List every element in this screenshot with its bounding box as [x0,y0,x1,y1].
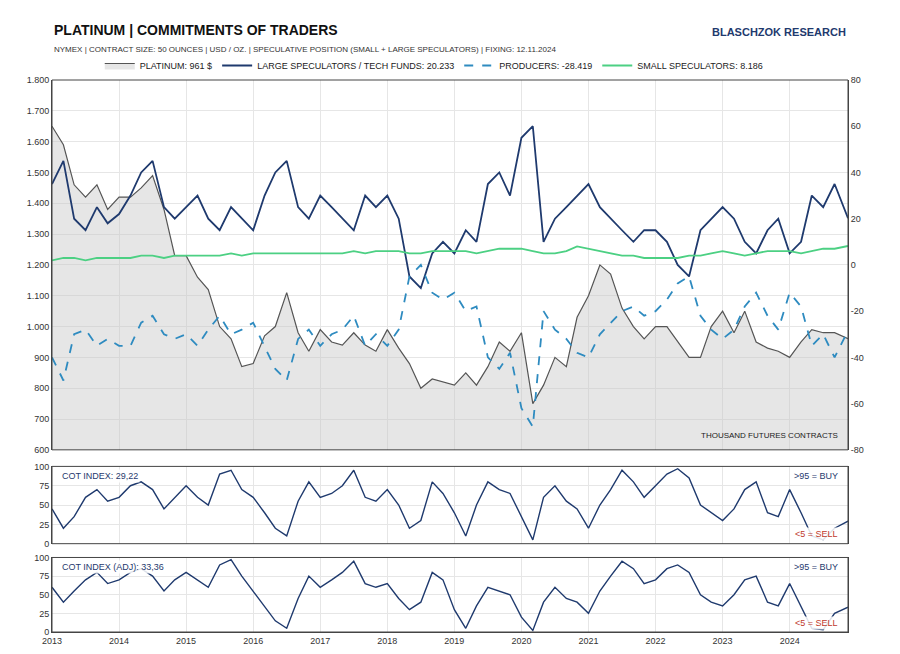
svg-text:2016: 2016 [243,636,263,646]
svg-text:60: 60 [851,121,861,131]
svg-text:2023: 2023 [713,636,733,646]
svg-text:SMALL SPECULATORS: 8.186: SMALL SPECULATORS: 8.186 [637,61,762,71]
svg-text:1.500: 1.500 [27,168,50,178]
svg-text:2015: 2015 [176,636,196,646]
svg-text:>95 = BUY: >95 = BUY [794,471,838,481]
svg-text:600: 600 [34,445,49,455]
svg-text:0: 0 [44,627,49,637]
svg-text:PLATINUM: 961 $: PLATINUM: 961 $ [140,61,212,71]
svg-text:<5 = SELL: <5 = SELL [795,618,838,628]
svg-text:THOUSAND FUTURES CONTRACTS: THOUSAND FUTURES CONTRACTS [701,431,838,440]
svg-text:<5 = SELL: <5 = SELL [795,529,838,539]
svg-text:1.300: 1.300 [27,229,50,239]
svg-text:1.200: 1.200 [27,260,50,270]
svg-text:BLASCHZOK RESEARCH: BLASCHZOK RESEARCH [712,26,846,38]
svg-text:1.100: 1.100 [27,291,50,301]
svg-text:20: 20 [851,214,861,224]
svg-text:1.000: 1.000 [27,322,50,332]
svg-text:-40: -40 [851,353,864,363]
svg-text:40: 40 [851,168,861,178]
svg-text:1.600: 1.600 [27,137,50,147]
svg-text:2021: 2021 [578,636,598,646]
svg-text:75: 75 [39,571,49,581]
svg-text:2022: 2022 [646,636,666,646]
svg-text:50: 50 [39,500,49,510]
svg-text:50: 50 [39,590,49,600]
svg-text:2024: 2024 [780,636,800,646]
svg-text:800: 800 [34,383,49,393]
svg-text:2019: 2019 [444,636,464,646]
svg-text:25: 25 [39,609,49,619]
svg-text:100: 100 [34,553,49,563]
svg-text:>95 = BUY: >95 = BUY [794,562,838,572]
svg-text:-80: -80 [851,445,864,455]
svg-text:COT INDEX: 29,22: COT INDEX: 29,22 [62,471,138,481]
svg-text:-20: -20 [851,306,864,316]
svg-text:25: 25 [39,520,49,530]
svg-text:-60: -60 [851,399,864,409]
svg-text:1.700: 1.700 [27,106,50,116]
svg-text:0: 0 [44,539,49,549]
svg-text:PRODUCERS: -28.419: PRODUCERS: -28.419 [499,61,592,71]
svg-text:2014: 2014 [109,636,129,646]
svg-text:2013: 2013 [42,636,62,646]
svg-text:900: 900 [34,353,49,363]
svg-text:COT INDEX (ADJ): 33,36: COT INDEX (ADJ): 33,36 [62,562,164,572]
svg-text:2020: 2020 [511,636,531,646]
svg-text:75: 75 [39,481,49,491]
svg-text:1.400: 1.400 [27,198,50,208]
svg-text:700: 700 [34,414,49,424]
svg-text:PLATINUM | COMMITMENTS OF TRAD: PLATINUM | COMMITMENTS OF TRADERS [54,22,338,38]
svg-text:1.800: 1.800 [27,75,50,85]
svg-text:0: 0 [851,260,856,270]
svg-text:2017: 2017 [310,636,330,646]
svg-text:2018: 2018 [377,636,397,646]
svg-text:LARGE SPECULATORS / TECH FUNDS: LARGE SPECULATORS / TECH FUNDS: 20.233 [257,61,454,71]
svg-text:100: 100 [34,462,49,472]
svg-text:NYMEX | CONTRACT SIZE: 50 OUNC: NYMEX | CONTRACT SIZE: 50 OUNCES | USD /… [54,45,556,54]
svg-text:80: 80 [851,75,861,85]
